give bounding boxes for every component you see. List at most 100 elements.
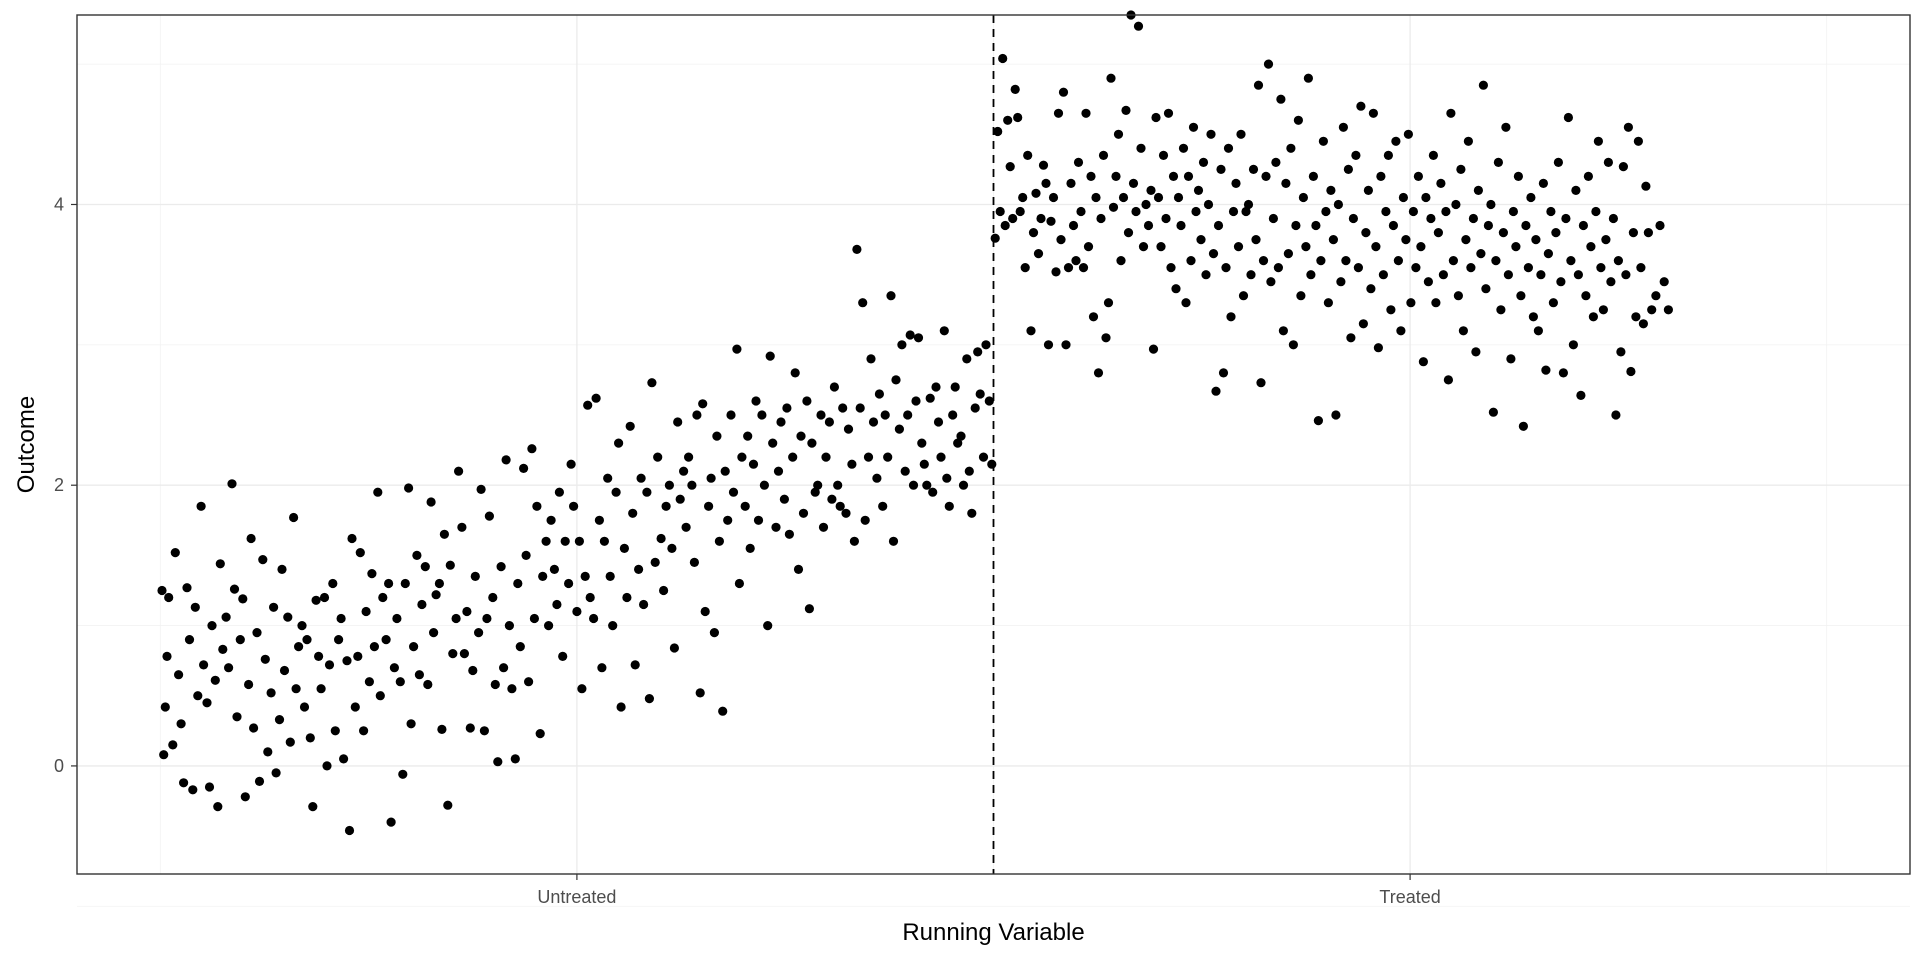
data-point <box>1381 206 1391 217</box>
data-point <box>1111 171 1121 181</box>
data-point <box>1206 129 1216 139</box>
data-point <box>322 761 332 771</box>
data-point <box>583 400 593 410</box>
data-point <box>1426 213 1436 224</box>
data-point <box>524 677 534 687</box>
data-point <box>364 677 374 687</box>
data-point <box>221 612 231 622</box>
data-point <box>933 417 944 427</box>
data-point <box>1418 357 1428 367</box>
data-point <box>813 480 823 490</box>
data-point <box>611 487 621 497</box>
data-point <box>630 660 640 670</box>
data-point <box>1556 277 1566 287</box>
data-point <box>510 754 520 764</box>
data-point <box>1548 298 1558 308</box>
data-point <box>398 769 408 779</box>
data-point <box>1091 192 1101 203</box>
data-point <box>580 571 590 582</box>
data-point <box>664 480 675 490</box>
data-point <box>816 410 826 420</box>
data-point <box>474 628 484 638</box>
data-point <box>847 459 857 469</box>
data-point <box>1593 136 1603 146</box>
data-point <box>1493 157 1503 167</box>
data-point <box>1508 206 1518 217</box>
data-point <box>1451 199 1461 210</box>
data-point <box>157 585 167 596</box>
data-point <box>277 564 287 575</box>
data-point <box>1036 213 1046 224</box>
data-point <box>1276 94 1286 104</box>
data-point <box>1581 291 1591 301</box>
data-point <box>1446 108 1456 118</box>
data-point <box>1161 213 1171 224</box>
data-point <box>650 557 660 568</box>
data-point <box>863 452 874 462</box>
data-point <box>263 747 273 757</box>
data-point <box>291 684 301 694</box>
data-point <box>1108 202 1119 212</box>
data-point <box>1005 162 1015 172</box>
data-point <box>1238 291 1249 301</box>
data-point <box>1083 242 1094 252</box>
data-point <box>1543 249 1553 259</box>
data-point <box>1048 192 1059 203</box>
data-point <box>1151 112 1161 123</box>
data-point <box>1128 178 1139 188</box>
data-point <box>1046 216 1056 226</box>
data-point <box>647 378 657 388</box>
data-point <box>1271 157 1281 167</box>
data-point <box>1343 164 1353 174</box>
data-point <box>1278 326 1288 336</box>
y-tick-label: 2 <box>54 475 64 495</box>
data-point <box>532 501 542 511</box>
data-point <box>1663 305 1673 315</box>
data-point <box>188 785 198 795</box>
data-point <box>908 480 919 490</box>
data-point <box>406 719 416 729</box>
data-point <box>1106 73 1116 83</box>
data-point <box>679 466 689 476</box>
data-point <box>948 410 958 420</box>
data-point <box>1116 256 1126 266</box>
data-point <box>1421 192 1431 203</box>
data-point <box>439 529 449 539</box>
data-point <box>482 613 492 624</box>
data-point <box>798 508 809 518</box>
data-point <box>395 677 405 687</box>
data-point <box>597 663 607 673</box>
data-point <box>1333 199 1343 210</box>
data-point <box>788 452 798 462</box>
data-point <box>1166 263 1176 273</box>
data-point <box>763 621 773 631</box>
data-point <box>695 688 705 698</box>
data-point <box>998 53 1008 64</box>
data-point <box>728 487 739 497</box>
data-point <box>227 479 237 489</box>
data-point <box>1393 256 1403 266</box>
data-point <box>350 702 360 712</box>
data-point <box>389 663 399 673</box>
data-point <box>1576 390 1586 400</box>
data-point <box>184 635 195 645</box>
data-point <box>1651 291 1661 301</box>
data-point <box>1133 21 1144 31</box>
data-point <box>659 585 669 596</box>
data-point <box>457 522 467 532</box>
data-point <box>484 511 494 521</box>
data-point <box>215 559 225 569</box>
data-point <box>330 726 340 736</box>
data-point <box>1101 333 1111 343</box>
data-point <box>1031 188 1041 198</box>
data-point <box>311 595 321 605</box>
data-point <box>1038 160 1049 170</box>
data-point <box>1558 368 1568 378</box>
data-point <box>852 244 862 254</box>
data-point <box>1503 270 1513 280</box>
data-point <box>1148 344 1159 354</box>
data-point <box>1348 213 1358 224</box>
data-point <box>1541 365 1551 375</box>
data-point <box>289 512 299 523</box>
